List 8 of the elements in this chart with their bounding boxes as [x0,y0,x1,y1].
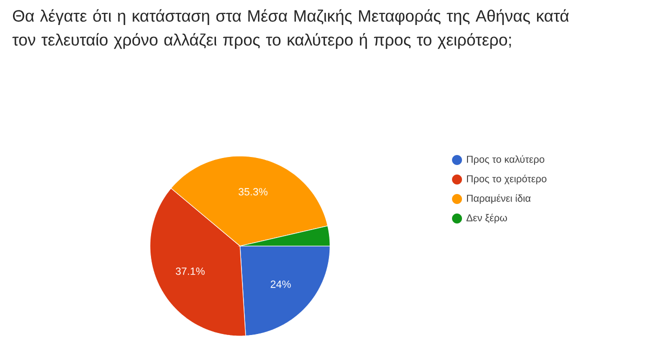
data-label: 35.3% [238,188,268,196]
legend-label: Δεν ξέρω [466,214,507,224]
legend-label: Παραμένει ίδια [467,194,531,204]
chart-title: Θα λέγατε ότι η κατάσταση στα Μέσα Μαζικής Μεταφοράς της Αθήνας κατά τον τελευταίο χρόνο αλλάζει προς το καλύτερο ή προς το χειρότερο; [12,9,569,49]
data-label: 37.1% [176,267,205,275]
legend-label: Προς το χειρότερο [467,174,546,184]
data-label: 24% [270,280,291,288]
legend-label: Προς το καλύτερο [467,155,544,165]
